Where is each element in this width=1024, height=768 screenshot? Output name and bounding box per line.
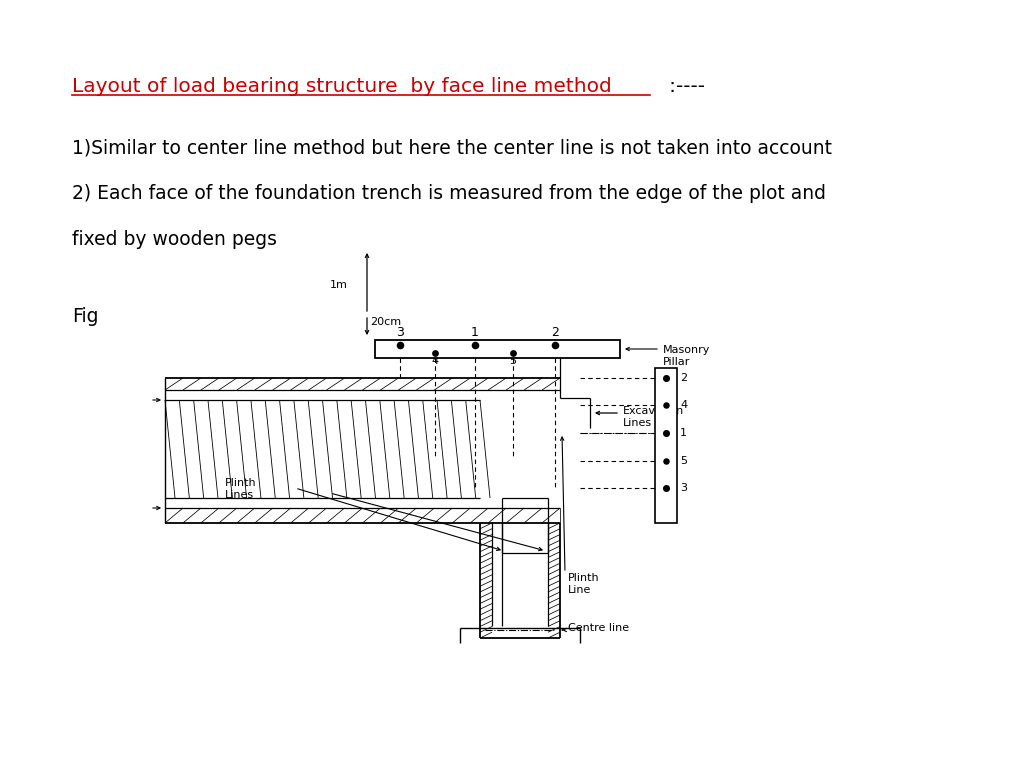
Point — [657, 372, 674, 384]
Text: 1: 1 — [680, 428, 687, 438]
Text: 3: 3 — [680, 483, 687, 493]
Text: 1m: 1m — [330, 280, 348, 290]
Point — [505, 347, 521, 359]
Text: Layout of load bearing structure  by face line method: Layout of load bearing structure by face… — [72, 77, 611, 96]
Text: fixed by wooden pegs: fixed by wooden pegs — [72, 230, 276, 250]
Text: 2: 2 — [551, 326, 559, 339]
Point — [427, 347, 443, 359]
Point — [657, 427, 674, 439]
Text: Plinth
Lines: Plinth Lines — [225, 478, 257, 500]
Text: Plinth
Line: Plinth Line — [568, 573, 600, 594]
Text: Excavation
Lines: Excavation Lines — [623, 406, 684, 428]
Point — [467, 339, 483, 351]
Bar — [375, 340, 620, 358]
Text: Fig: Fig — [72, 307, 98, 326]
Text: 1: 1 — [471, 326, 479, 339]
Text: Centre line: Centre line — [568, 623, 629, 633]
Bar — [655, 368, 677, 523]
Text: 20cm: 20cm — [370, 317, 401, 327]
Text: :----: :---- — [650, 77, 706, 96]
Text: 4: 4 — [680, 400, 687, 410]
Text: 5: 5 — [680, 456, 687, 466]
Text: 1)Similar to center line method but here the center line is not taken into accou: 1)Similar to center line method but here… — [72, 138, 831, 157]
Text: 4: 4 — [431, 356, 438, 366]
Point — [392, 339, 409, 351]
Point — [657, 482, 674, 494]
Point — [547, 339, 563, 351]
Text: 2) Each face of the foundation trench is measured from the edge of the plot and: 2) Each face of the foundation trench is… — [72, 184, 825, 204]
Text: Masonry
Pillar: Masonry Pillar — [663, 345, 711, 366]
Point — [657, 399, 674, 411]
Point — [657, 455, 674, 467]
Text: 5: 5 — [510, 356, 516, 366]
Text: 3: 3 — [396, 326, 403, 339]
Text: 2: 2 — [680, 373, 687, 383]
